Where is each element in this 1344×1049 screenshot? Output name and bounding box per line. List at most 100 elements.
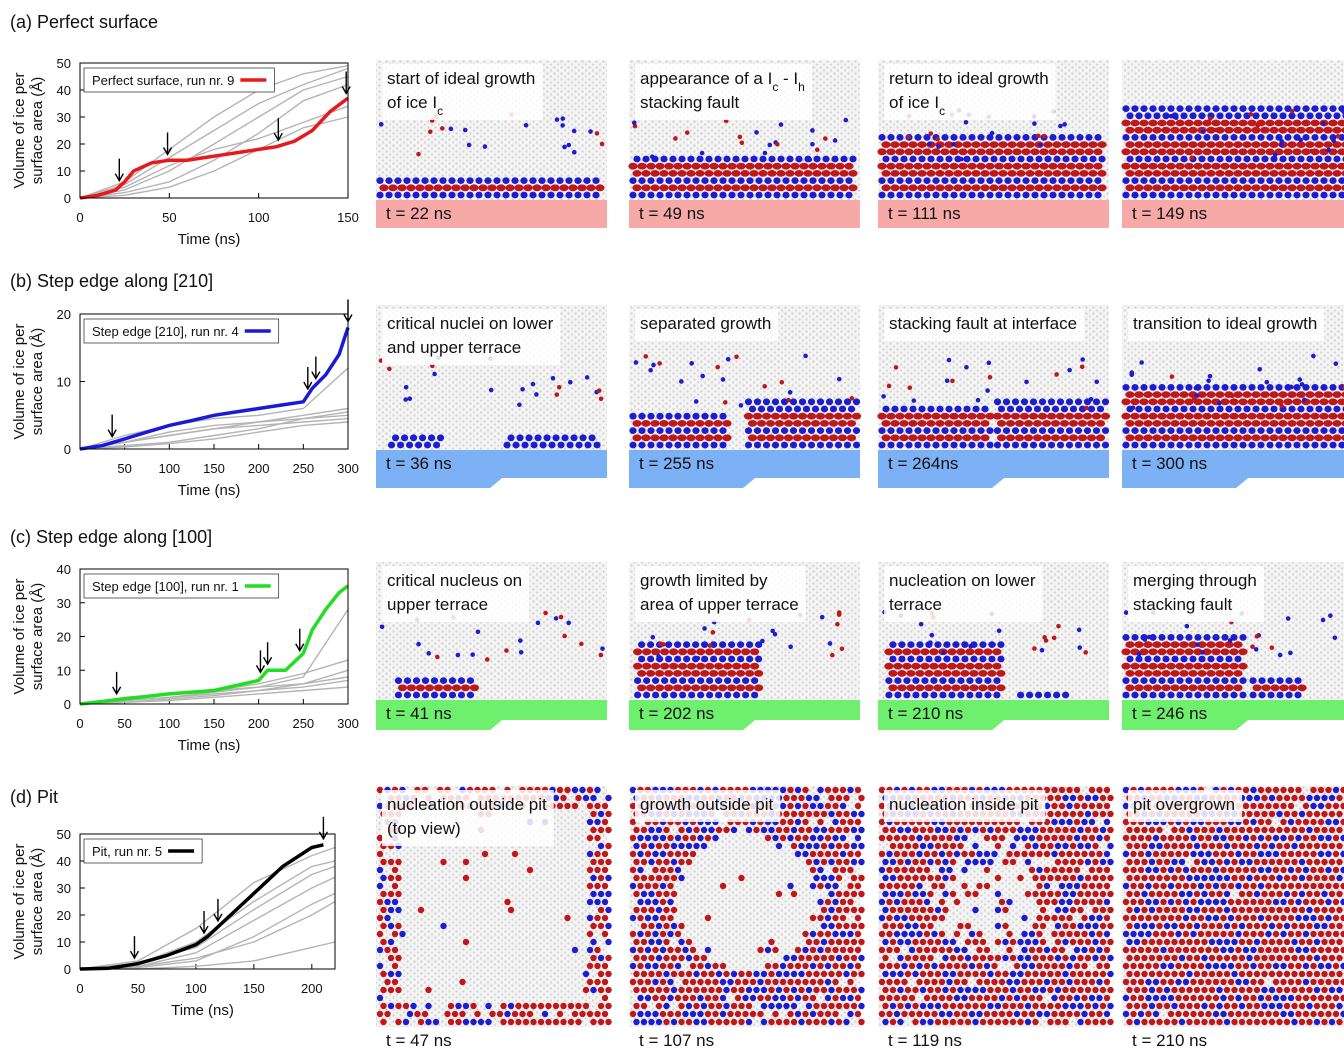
molecule: [1100, 971, 1106, 977]
molecule: [1284, 827, 1290, 833]
molecule: [605, 891, 611, 897]
molecule: [742, 979, 748, 985]
molecule: [1096, 899, 1102, 905]
molecule: [1149, 875, 1155, 881]
molecule: [991, 979, 997, 985]
molecule: [1029, 867, 1035, 873]
molecule: [1062, 939, 1068, 945]
molecule: [433, 184, 442, 191]
molecule: [1302, 192, 1309, 199]
molecule: [878, 192, 885, 199]
molecule: [1239, 843, 1245, 849]
caption-text: appearance of a I: [640, 69, 772, 88]
molecule: [1310, 120, 1319, 127]
molecule: [894, 677, 901, 684]
molecule: [412, 192, 419, 199]
snapshot-time: t = 107 ns: [639, 1031, 714, 1049]
molecule: [663, 843, 669, 849]
molecule: [1057, 442, 1064, 449]
molecule: [641, 170, 650, 177]
molecule: [1175, 995, 1181, 1001]
molecule: [1301, 120, 1310, 127]
molecule: [813, 811, 819, 817]
molecule: [1171, 891, 1177, 897]
molecule: [1230, 177, 1237, 184]
molecule: [554, 616, 559, 621]
molecule: [779, 122, 784, 127]
molecule: [1077, 923, 1083, 929]
molecule: [1148, 413, 1157, 420]
molecule: [1273, 835, 1279, 841]
molecule: [1324, 406, 1331, 413]
molecule: [1250, 899, 1256, 905]
molecule: [913, 163, 922, 170]
molecule: [828, 859, 834, 865]
molecule: [901, 931, 907, 937]
molecule: [1032, 987, 1038, 993]
molecule: [821, 1019, 827, 1025]
molecule: [1014, 979, 1020, 985]
molecule: [1325, 979, 1331, 985]
molecule: [543, 611, 548, 616]
molecule: [1158, 105, 1165, 112]
molecule: [575, 795, 581, 801]
molecule: [1162, 406, 1169, 413]
molecule: [779, 380, 784, 385]
molecule: [545, 1019, 551, 1025]
molecule: [909, 995, 915, 1001]
molecule: [1044, 899, 1050, 905]
molecule: [1074, 931, 1080, 937]
molecule: [964, 365, 969, 370]
molecule: [1052, 170, 1061, 177]
molecule: [1235, 835, 1241, 841]
molecule: [598, 1003, 604, 1009]
molecule: [942, 907, 948, 913]
molecule: [1124, 610, 1129, 615]
molecule: [1036, 867, 1042, 873]
molecule: [1280, 1011, 1286, 1017]
molecule: [795, 156, 802, 163]
molecule: [455, 1019, 461, 1025]
molecule: [439, 192, 446, 199]
molecule: [1221, 105, 1228, 112]
molecule: [992, 663, 1001, 670]
molecule: [1134, 971, 1140, 977]
molecule: [594, 867, 600, 873]
molecule: [1302, 442, 1309, 449]
molecule: [1074, 787, 1080, 793]
molecule: [1188, 670, 1197, 677]
molecule: [377, 1011, 383, 1017]
molecule: [919, 622, 924, 627]
molecule: [723, 663, 732, 670]
molecule: [1126, 156, 1133, 163]
molecule: [1329, 875, 1335, 881]
molecule: [1074, 963, 1080, 969]
molecule: [1085, 177, 1092, 184]
molecule: [1157, 663, 1166, 670]
molecule: [981, 156, 988, 163]
molecule: [633, 955, 639, 961]
molecule: [897, 859, 903, 865]
molecule: [916, 835, 922, 841]
x-axis-label: Time (ns): [178, 231, 241, 248]
y-tick-label: 30: [57, 596, 71, 611]
molecule: [1107, 827, 1113, 833]
molecule: [514, 184, 523, 191]
molecule: [628, 163, 637, 170]
molecule: [1220, 915, 1226, 921]
molecule: [790, 427, 797, 434]
molecule: [1329, 192, 1336, 199]
molecule: [1269, 434, 1278, 441]
molecule: [1107, 843, 1113, 849]
molecule: [833, 138, 838, 143]
molecule: [968, 442, 975, 449]
molecule: [997, 434, 1006, 441]
molecule: [950, 192, 957, 199]
molecule: [656, 177, 663, 184]
molecule: [1183, 931, 1189, 937]
molecule: [1092, 827, 1098, 833]
molecule: [999, 979, 1005, 985]
molecule: [935, 987, 941, 993]
molecule: [817, 835, 823, 841]
